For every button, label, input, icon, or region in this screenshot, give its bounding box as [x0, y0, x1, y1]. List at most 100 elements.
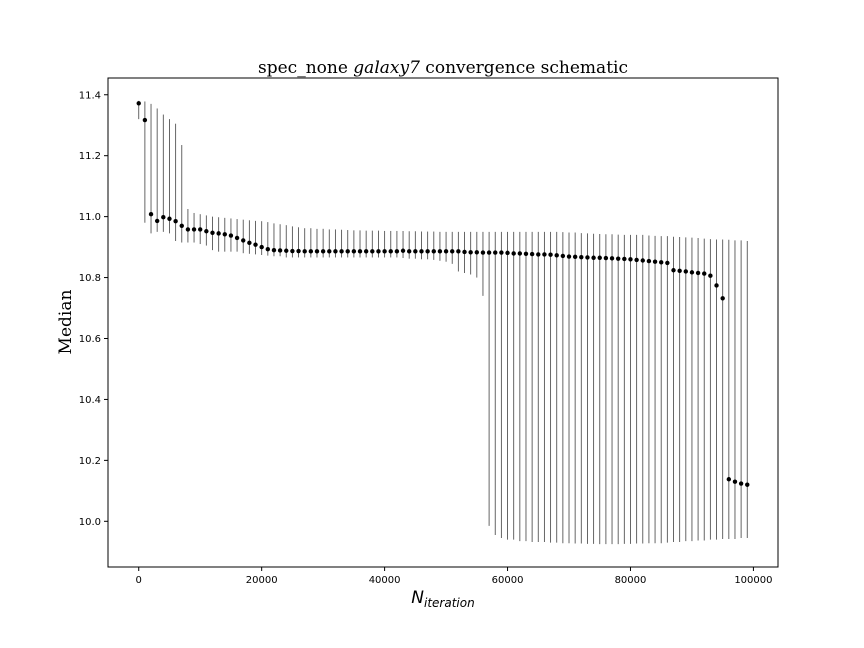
y-tick-label: 11.2: [79, 151, 101, 162]
data-point: [308, 249, 314, 254]
data-point: [714, 283, 719, 288]
x-tick-label: 20000: [246, 575, 278, 586]
data-point: [400, 248, 406, 253]
data-point: [382, 249, 387, 254]
data-point: [431, 249, 436, 254]
chart-title-suffix: convergence schematic: [420, 58, 628, 78]
data-point: [142, 117, 148, 123]
data-point: [161, 215, 166, 220]
data-point: [406, 249, 412, 254]
data-point: [296, 248, 301, 254]
data-point: [689, 270, 695, 275]
data-point: [370, 249, 375, 254]
data-point: [210, 230, 215, 235]
data-point: [437, 249, 443, 254]
data-point: [179, 223, 184, 228]
data-point: [173, 218, 178, 224]
data-point: [216, 231, 221, 236]
data-point: [640, 258, 645, 263]
data-point: [517, 251, 523, 256]
data-point: [665, 260, 670, 266]
data-point: [376, 249, 381, 254]
data-point: [443, 249, 449, 254]
data-point: [241, 238, 246, 243]
data-point: [671, 268, 676, 273]
data-point: [474, 250, 480, 255]
data-point: [720, 296, 725, 301]
errorbars: [138, 100, 748, 545]
data-point: [566, 254, 572, 259]
data-point: [253, 242, 258, 247]
data-point: [579, 254, 584, 260]
y-tick-label: 10.0: [79, 517, 101, 528]
data-point: [634, 257, 639, 263]
data-point: [677, 268, 682, 274]
data-point: [499, 250, 504, 255]
data-point: [148, 211, 154, 217]
data-point: [351, 249, 357, 254]
x-axis-ticks: 0 20000 40000 60000 80000 100000: [136, 567, 773, 586]
data-point: [603, 255, 609, 261]
data-point: [327, 249, 332, 254]
data-point: [738, 481, 744, 486]
data-point: [480, 250, 486, 255]
data-point: [652, 259, 658, 264]
data-point: [345, 249, 350, 254]
data-point: [548, 252, 553, 257]
data-point: [388, 249, 393, 254]
data-point: [265, 247, 271, 252]
data-point: [204, 229, 209, 234]
data-point: [191, 227, 197, 232]
data-point: [628, 257, 633, 262]
data-point: [597, 255, 602, 260]
data-point: [732, 479, 738, 484]
data-point: [154, 218, 160, 224]
x-axis-label: Niteration: [411, 588, 474, 610]
data-point: [702, 271, 707, 276]
data-point: [339, 249, 344, 254]
data-point: [290, 248, 295, 254]
data-point: [493, 250, 498, 255]
data-point: [609, 256, 615, 261]
data-point: [302, 249, 307, 254]
y-tick-label: 10.6: [79, 334, 101, 345]
plot-frame: [107, 77, 779, 568]
data-point: [357, 249, 363, 254]
data-point: [542, 252, 547, 257]
data-point: [615, 256, 621, 261]
chart-title-prefix: spec_none: [258, 58, 353, 78]
data-point: [523, 251, 529, 256]
data-point: [536, 252, 541, 257]
y-axis-ticks: 10.0 10.2 10.4 10.6 10.8 11.0 11.2 11.4: [79, 90, 108, 528]
data-point: [167, 216, 172, 221]
data-point: [222, 232, 227, 237]
x-tick-label: 100000: [734, 575, 772, 586]
data-point: [695, 270, 701, 276]
data-point: [560, 253, 566, 259]
x-axis-label-sub: iteration: [424, 596, 475, 610]
y-tick-label: 11.4: [79, 90, 101, 101]
data-point: [456, 249, 461, 254]
data-point: [486, 250, 492, 255]
data-point: [198, 227, 203, 232]
x-tick-label: 80000: [615, 575, 647, 586]
data-point: [572, 254, 578, 260]
data-point: [745, 482, 750, 487]
data-point: [683, 269, 688, 274]
data-point: [320, 249, 326, 254]
y-tick-label: 10.2: [79, 456, 101, 467]
chart-title-italic: galaxy7: [353, 58, 420, 78]
data-point: [333, 249, 338, 254]
data-point: [468, 250, 473, 255]
x-tick-label: 60000: [492, 575, 524, 586]
data-point: [247, 240, 252, 246]
data-point: [413, 249, 418, 254]
data-point: [234, 235, 240, 241]
data-point: [363, 249, 369, 254]
data-point: [462, 249, 467, 255]
data-point: [419, 249, 424, 254]
y-axis-label: Median: [56, 290, 76, 355]
data-point: [511, 251, 516, 256]
data-point: [505, 250, 510, 256]
